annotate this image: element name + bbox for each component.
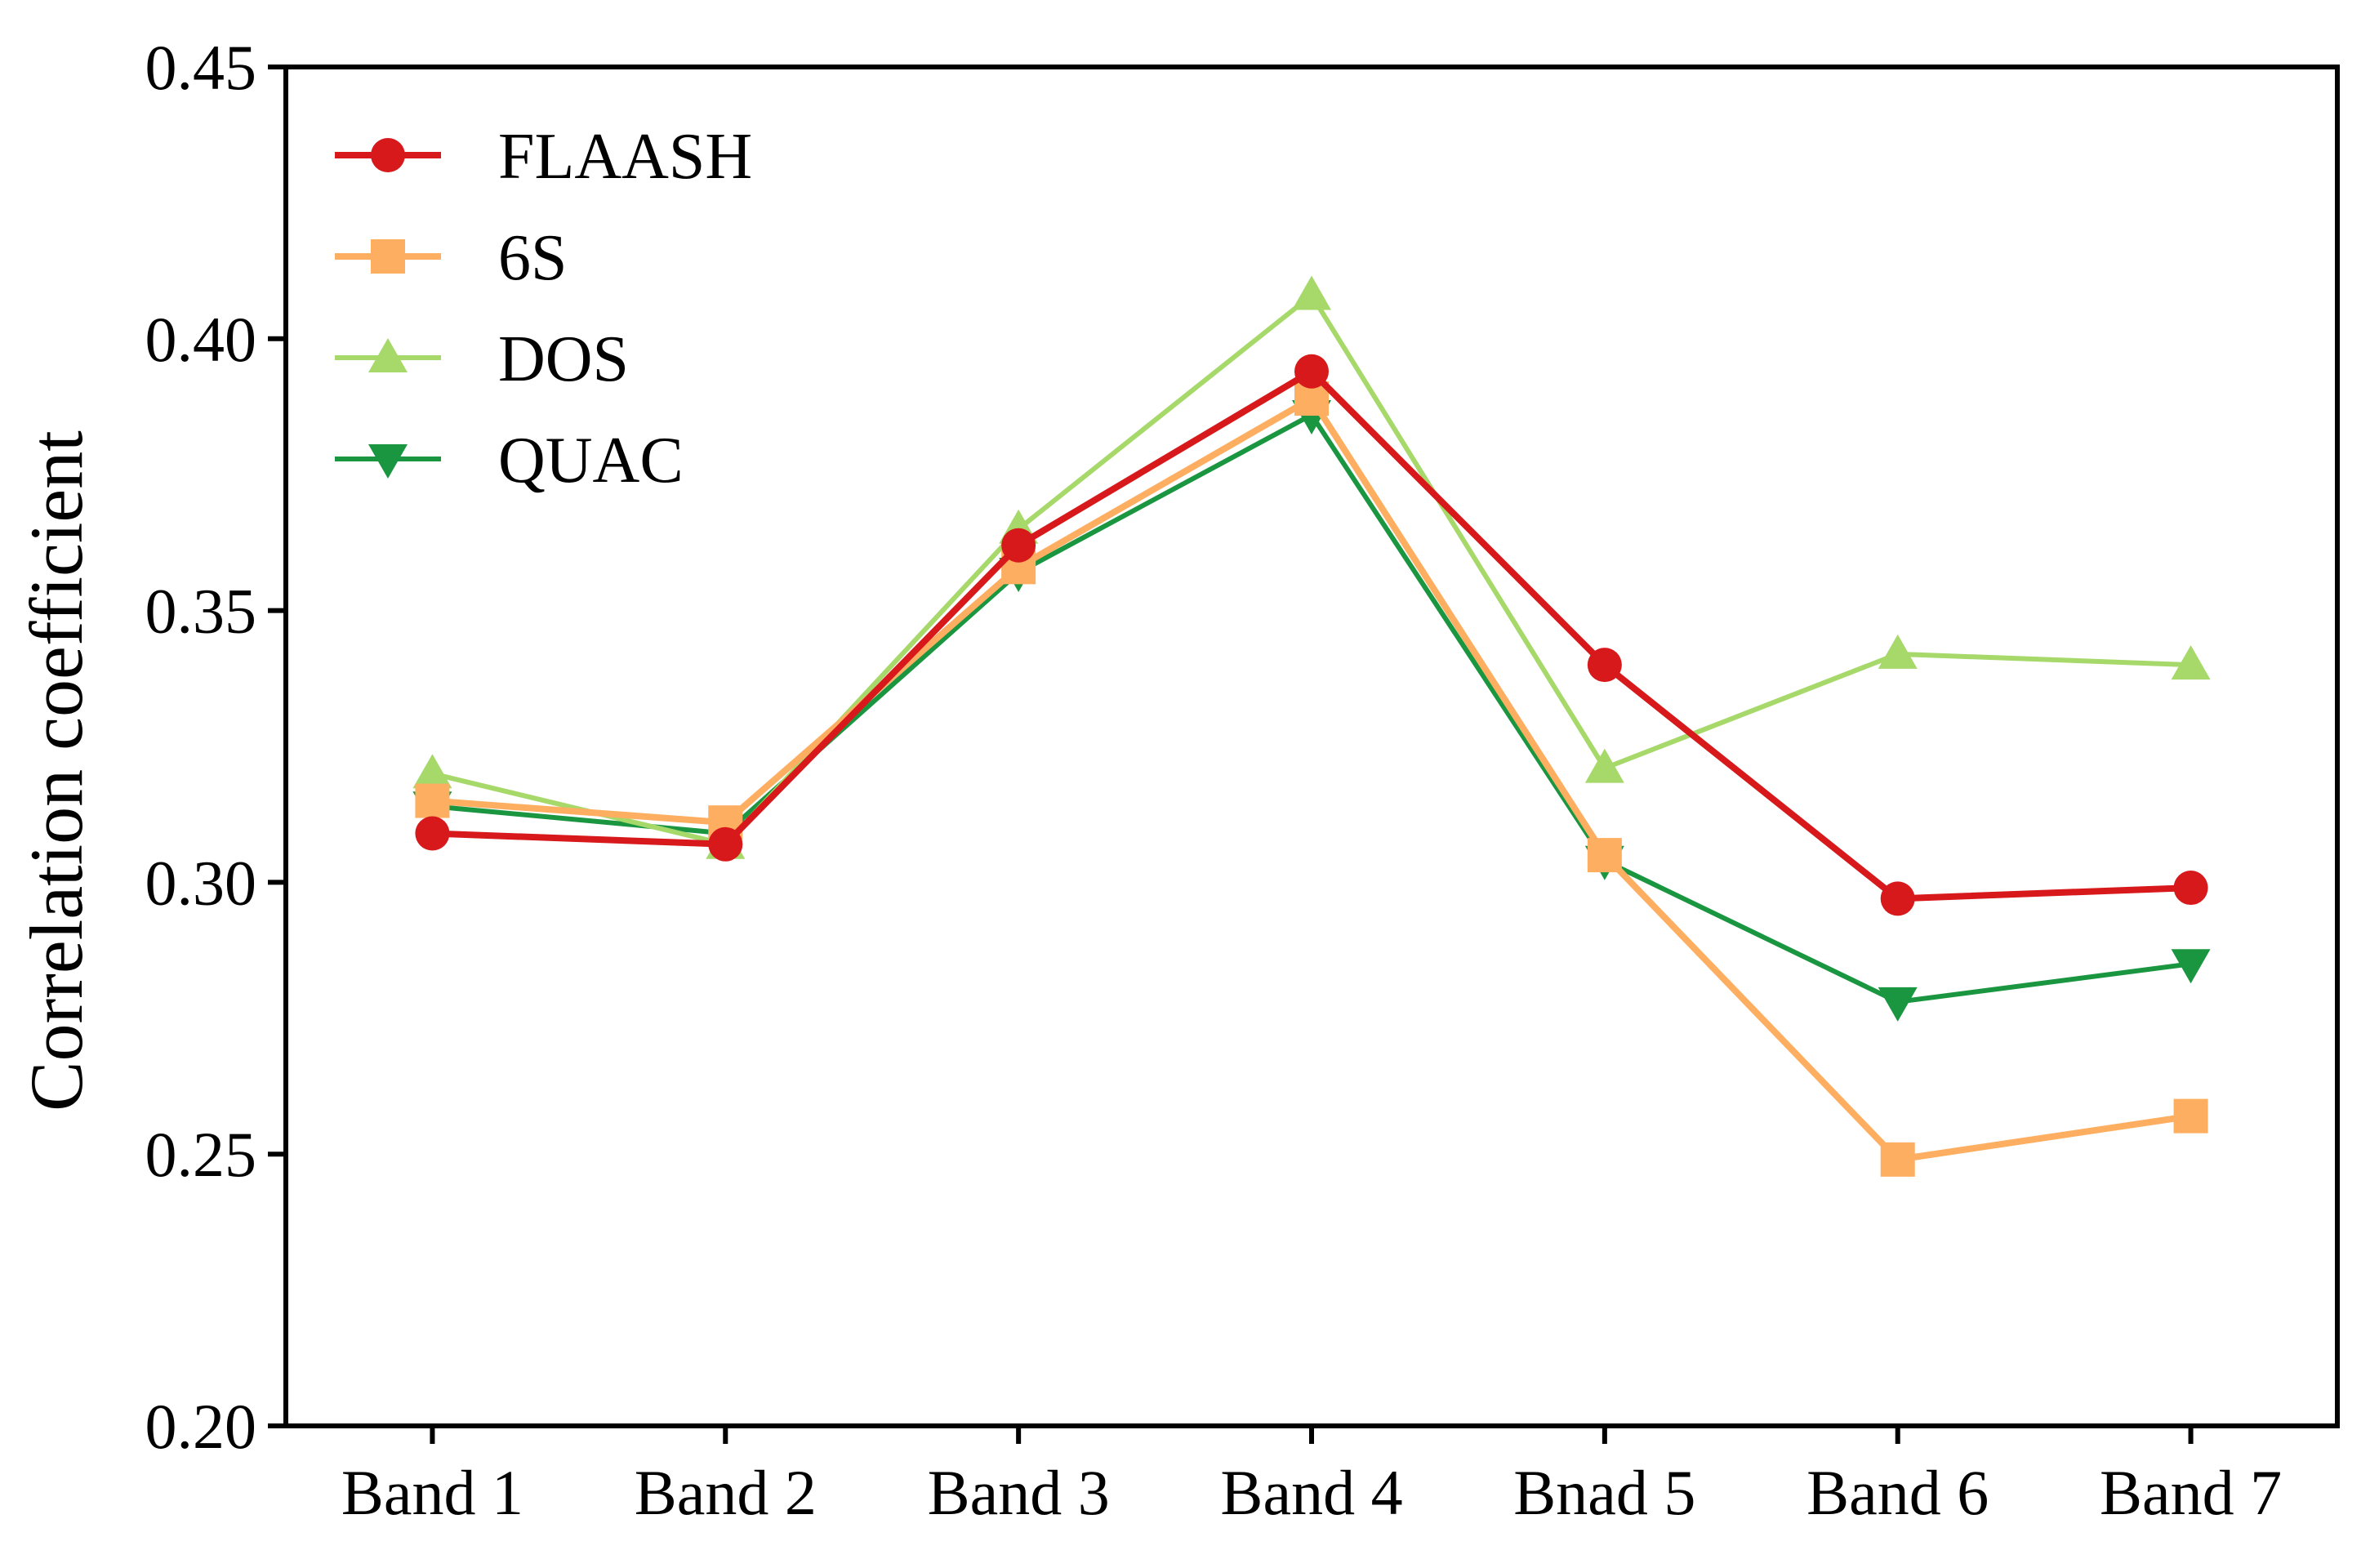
y-tick-label: 0.40 <box>145 304 257 375</box>
data-point <box>1878 987 1918 1022</box>
y-axis-title: Correlation coefficient <box>15 430 98 1111</box>
legend-item: QUAC <box>335 425 684 497</box>
y-axis: 0.20 0.25 0.30 0.35 0.40 0.45 <box>145 32 286 1462</box>
y-tick-label: 0.20 <box>145 1391 257 1462</box>
x-tick-label: Band 3 <box>928 1457 1110 1528</box>
legend-marker <box>368 444 408 479</box>
x-axis: Band 1 Band 2 Band 3 Band 4 Bnad 5 Band 6 Band… <box>341 1426 2282 1528</box>
legend-label: FLAASH <box>498 121 752 193</box>
legend-label: 6S <box>498 222 568 294</box>
data-point <box>2173 871 2208 906</box>
x-tick-label: Band 4 <box>1220 1457 1402 1528</box>
data-point <box>1878 634 1918 669</box>
data-point <box>708 826 743 862</box>
data-point <box>1587 648 1622 683</box>
y-tick-label: 0.45 <box>145 32 257 103</box>
data-point <box>412 754 452 789</box>
data-point <box>1292 275 1331 310</box>
legend-label: QUAC <box>498 425 684 497</box>
legend: FLAASH 6S DOS QUAC <box>335 121 752 497</box>
y-tick-label: 0.30 <box>145 847 257 918</box>
x-tick-label: Band 1 <box>341 1457 523 1528</box>
data-point <box>1880 881 1915 916</box>
plot-frame <box>283 65 2340 1428</box>
data-point <box>1587 838 1622 873</box>
series-flaash <box>415 354 2208 916</box>
legend-item: DOS <box>335 323 629 395</box>
legend-label: DOS <box>498 323 629 395</box>
legend-marker <box>368 338 408 372</box>
data-point <box>2171 949 2211 984</box>
x-tick-label: Band 2 <box>635 1457 817 1528</box>
series-layer <box>412 275 2211 1177</box>
x-tick-label: Band 7 <box>2100 1457 2282 1528</box>
series-6s <box>415 381 2208 1177</box>
data-point <box>1294 354 1329 389</box>
legend-marker <box>371 239 405 274</box>
x-tick-label: Band 6 <box>1806 1457 1989 1528</box>
data-point <box>1880 1142 1915 1177</box>
legend-marker <box>371 138 405 172</box>
series-line <box>432 412 2191 1004</box>
x-tick-label: Bnad 5 <box>1513 1457 1695 1528</box>
y-tick-label: 0.35 <box>145 576 257 647</box>
data-point <box>415 783 450 818</box>
legend-item: FLAASH <box>335 121 752 193</box>
data-point <box>2173 1098 2208 1134</box>
data-point <box>1584 748 1624 783</box>
data-point <box>2171 645 2211 680</box>
data-point <box>415 816 450 851</box>
series-line <box>432 395 2192 1163</box>
data-point <box>1001 528 1036 563</box>
legend-item: 6S <box>335 222 568 294</box>
y-tick-label: 0.25 <box>145 1119 257 1190</box>
